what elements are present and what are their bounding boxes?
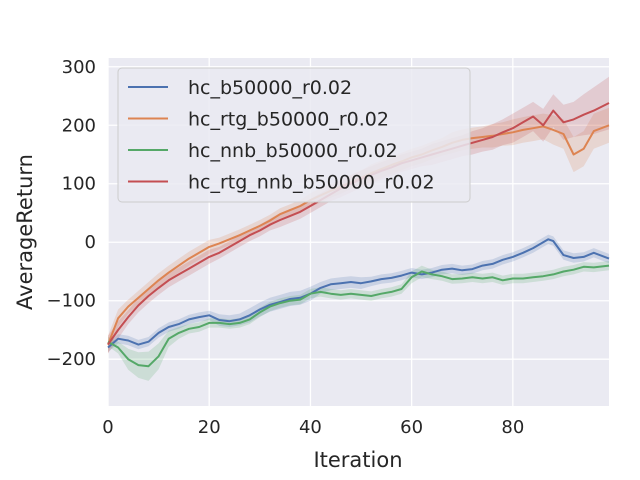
x-tick-label: 0 [102, 417, 113, 438]
x-axis-label: Iteration [313, 448, 402, 472]
x-tick-label: 60 [400, 417, 423, 438]
y-tick-label: −200 [47, 349, 96, 370]
legend-label-2: hc_nnb_b50000_r0.02 [188, 140, 398, 162]
y-tick-label: −100 [47, 291, 96, 312]
y-tick-label: 300 [62, 57, 96, 78]
x-tick-label: 80 [501, 417, 524, 438]
series-line-0 [107, 238, 610, 349]
y-tick-label: 0 [85, 232, 96, 253]
y-axis-label: AverageReturn [13, 154, 37, 310]
x-tick-label: 40 [299, 417, 322, 438]
series-band-3 [108, 76, 609, 354]
legend-label-0: hc_b50000_r0.02 [188, 77, 352, 99]
x-tick-label: 20 [198, 417, 221, 438]
y-tick-labels: −200 −100 0 100 200 300 [47, 57, 96, 370]
y-tick-label: 200 [62, 115, 96, 136]
legend-label-1: hc_rtg_b50000_r0.02 [188, 109, 389, 131]
series-line-2 [107, 264, 610, 368]
x-tick-labels: 0 20 40 60 80 [102, 417, 524, 438]
legend-box [117, 67, 471, 203]
legend: hc_b50000_r0.02 hc_rtg_b50000_r0.02 hc_nnb… [117, 67, 471, 203]
legend-label-3: hc_rtg_nnb_b50000_r0.02 [188, 172, 435, 194]
y-tick-label: 100 [62, 174, 96, 195]
